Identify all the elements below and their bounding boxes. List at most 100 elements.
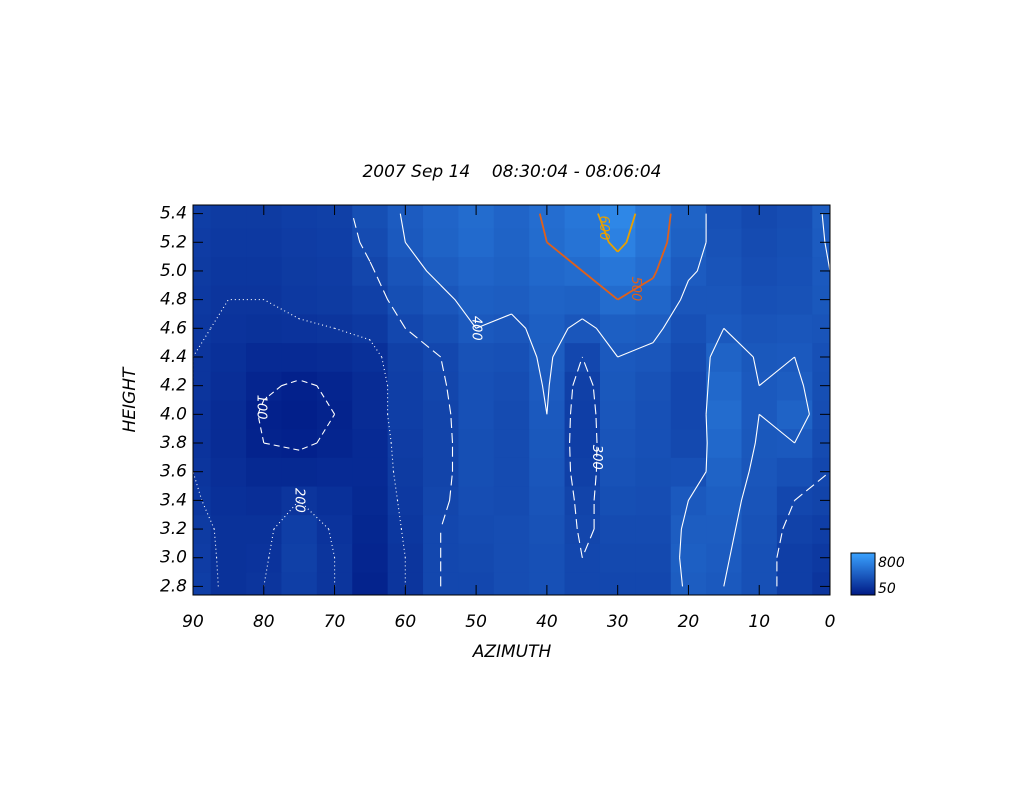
contour-line <box>193 299 406 587</box>
heat-cell <box>423 457 459 487</box>
y-tick-label: 5.0 <box>160 261 187 281</box>
heat-cell <box>706 457 743 487</box>
heat-cell <box>458 285 495 315</box>
heat-cell <box>670 572 707 595</box>
heat-cell <box>706 371 743 401</box>
heat-cell <box>387 205 424 229</box>
heat-cell <box>776 514 813 544</box>
heat-cell <box>670 543 707 573</box>
heat-cell <box>246 227 282 258</box>
heat-cell <box>599 256 636 286</box>
heat-cell <box>493 256 530 286</box>
heat-cell <box>670 400 707 430</box>
heat-cell <box>316 514 353 544</box>
heat-cell <box>423 313 459 344</box>
heat-cell <box>776 205 813 229</box>
contour-label: 500 <box>628 276 643 301</box>
heat-cell <box>352 342 389 372</box>
contour-label: 200 <box>292 488 307 513</box>
y-tick-label: 3.8 <box>160 433 187 453</box>
heatmap <box>193 205 830 595</box>
heat-cell <box>670 313 707 344</box>
heat-cell <box>564 486 601 516</box>
heat-cell <box>246 514 282 544</box>
heat-cell <box>246 205 282 229</box>
heat-cell <box>706 543 743 573</box>
heat-cell <box>316 428 353 458</box>
x-tick-label: 90 <box>182 612 204 632</box>
heat-cell <box>458 342 495 372</box>
heat-cell <box>423 371 459 401</box>
y-tick-label: 5.4 <box>160 204 187 224</box>
heat-cell <box>670 205 707 229</box>
heat-cell <box>493 457 530 487</box>
heat-cell <box>352 486 389 516</box>
heat-cell <box>564 371 601 401</box>
contour-line <box>351 213 830 587</box>
heat-cell <box>352 313 389 344</box>
heat-cell <box>741 313 778 344</box>
x-tick-label: 40 <box>536 612 558 632</box>
heat-cell <box>529 514 566 544</box>
heat-cell <box>281 205 318 229</box>
heat-cell <box>635 285 672 315</box>
heat-cell <box>423 400 459 430</box>
colorbar <box>850 552 876 596</box>
heat-cell <box>741 428 778 458</box>
heat-cell <box>635 543 672 573</box>
heat-cell <box>210 371 247 401</box>
heat-cell <box>741 205 778 229</box>
heat-cell <box>193 572 212 595</box>
heat-cell <box>387 428 424 458</box>
heat-cell <box>776 256 813 286</box>
heat-cell <box>352 457 389 487</box>
heat-cell <box>210 227 247 258</box>
axes: 90 80 70 60 50 40 30 20 10 02.83.03.23.43.63.84.0… <box>160 204 905 632</box>
heat-cell <box>776 313 813 344</box>
heat-cell <box>741 227 778 258</box>
heat-cell <box>599 400 636 430</box>
heat-cell <box>352 205 389 229</box>
heat-cell <box>529 400 566 430</box>
heat-cell <box>423 486 459 516</box>
y-tick-label: 5.2 <box>160 232 187 252</box>
heat-cell <box>741 342 778 372</box>
colorbar-min-label: 50 <box>878 581 896 597</box>
heat-cell <box>458 543 495 573</box>
heat-cell <box>246 285 282 315</box>
heat-cell <box>246 543 282 573</box>
heat-cell <box>246 342 282 372</box>
heat-cell <box>352 514 389 544</box>
heat-cell <box>706 227 743 258</box>
heat-cell <box>564 572 601 595</box>
heat-cell <box>387 400 424 430</box>
heat-cell <box>599 313 636 344</box>
heat-cell <box>741 486 778 516</box>
x-tick-label: 0 <box>825 612 836 632</box>
heat-cell <box>741 543 778 573</box>
heat-cell <box>210 514 247 544</box>
heat-cell <box>281 371 318 401</box>
chart-title: 2007 Sep 14 08:30:04 - 08:06:04 <box>362 162 661 182</box>
heat-cell <box>529 428 566 458</box>
heat-cell <box>246 457 282 487</box>
heat-cell <box>316 342 353 372</box>
heat-cell <box>387 285 424 315</box>
heat-cell <box>635 342 672 372</box>
heat-cell <box>529 543 566 573</box>
heat-cell <box>423 256 459 286</box>
heat-cell <box>281 514 318 544</box>
heat-cell <box>281 400 318 430</box>
heat-cell <box>564 514 601 544</box>
y-tick-label: 3.4 <box>160 490 187 510</box>
heat-cell <box>564 285 601 315</box>
heat-cell <box>670 514 707 544</box>
heat-cell <box>352 400 389 430</box>
heat-cell <box>458 256 495 286</box>
heat-cell <box>210 428 247 458</box>
heat-cell <box>670 457 707 487</box>
heat-cell <box>812 572 830 595</box>
heat-cell <box>387 486 424 516</box>
heat-cell <box>281 342 318 372</box>
heat-cell <box>458 572 495 595</box>
